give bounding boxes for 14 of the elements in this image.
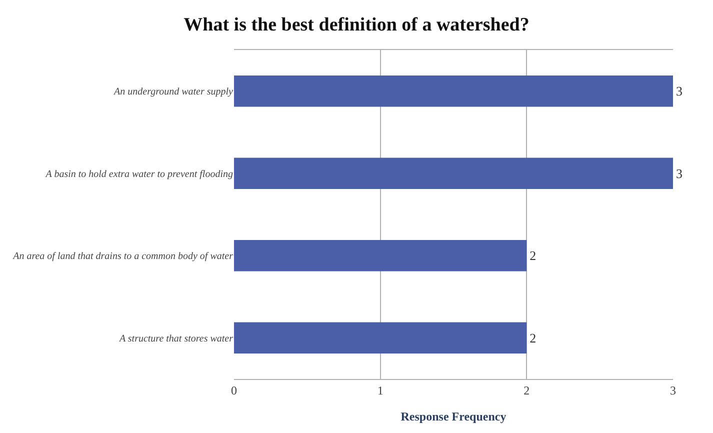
y-tick-label: A structure that stores water [118, 333, 234, 344]
data-label: 3 [676, 166, 682, 181]
x-axis-title: Response Frequency [400, 409, 506, 424]
data-label: 2 [530, 248, 536, 264]
y-tick-label: An underground water supply [113, 86, 234, 98]
data-label: 2 [530, 330, 536, 346]
y-tick-label: A basin to hold extra water to prevent flooding [44, 168, 233, 180]
x-tick-label: 1 [377, 383, 384, 398]
y-tick-label: An area of land that drains to a common body of water [12, 251, 234, 262]
data-label: 3 [676, 84, 682, 99]
x-tick-label: 0 [231, 383, 237, 398]
x-tick-label: 2 [524, 383, 530, 398]
x-tick-label: 3 [670, 383, 676, 398]
chart-title: What is the best definition of a watershed? [184, 14, 530, 36]
